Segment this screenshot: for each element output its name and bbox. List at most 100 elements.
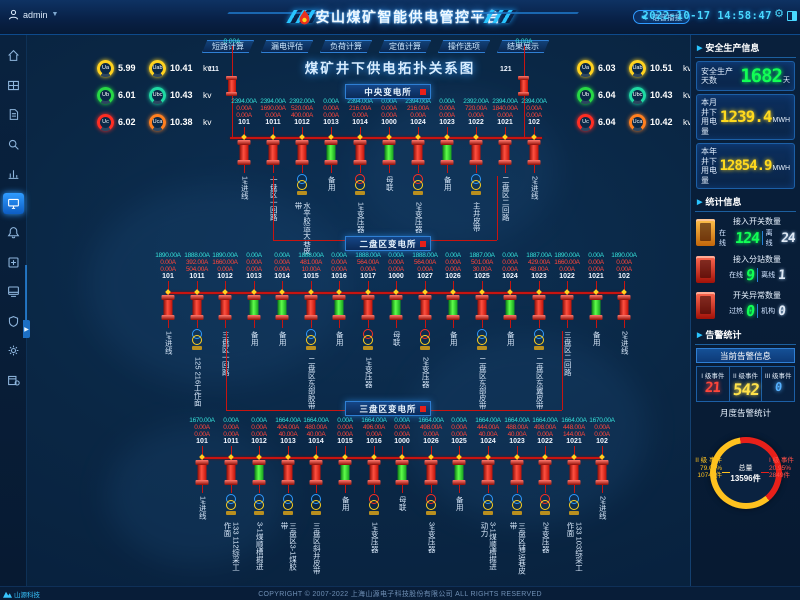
menu-load-calc[interactable]: 负荷计算 bbox=[320, 40, 372, 53]
current-alarm-bar[interactable]: 当前告警信息 bbox=[696, 348, 795, 363]
breaker-icon[interactable] bbox=[411, 140, 425, 165]
feeder-breaker-icon[interactable] bbox=[518, 76, 529, 96]
breaker-icon[interactable] bbox=[324, 140, 338, 165]
breaker-icon[interactable] bbox=[510, 460, 524, 485]
breaker-icon[interactable] bbox=[395, 460, 409, 485]
sidebar-item-bar-chart[interactable] bbox=[3, 163, 24, 184]
breaker-icon[interactable] bbox=[332, 295, 346, 320]
gear-icon[interactable]: ⚙ bbox=[774, 8, 784, 20]
abnormal-count-row: 开关异常数量 过热 0 机构 0 bbox=[696, 290, 795, 320]
voice-broadcast-button[interactable]: 语音播报 bbox=[633, 10, 690, 24]
current-value: 1660.00A bbox=[554, 259, 580, 266]
substation-title-box[interactable]: 三盘区变电所 bbox=[345, 401, 431, 416]
breaker-icon[interactable] bbox=[338, 460, 352, 485]
substation-title-box[interactable]: 中央变电所 bbox=[345, 84, 431, 99]
breaker-icon[interactable] bbox=[224, 460, 238, 485]
substation-name: 三盘区变电所 bbox=[359, 403, 417, 414]
breaker-icon[interactable] bbox=[440, 140, 454, 165]
substation-title-box[interactable]: 二盘区变电所 bbox=[345, 236, 431, 251]
breaker-icon[interactable] bbox=[538, 460, 552, 485]
user-menu[interactable]: admin ▼ bbox=[8, 9, 58, 20]
current-value: 0.00A bbox=[394, 417, 410, 424]
current-value: 0.00A bbox=[160, 259, 176, 266]
sidebar-item-device-schedule[interactable] bbox=[3, 370, 24, 391]
breaker-icon[interactable] bbox=[237, 140, 251, 165]
bus-tap-marker bbox=[256, 454, 262, 460]
breaker-icon[interactable] bbox=[382, 140, 396, 165]
breaker-icon[interactable] bbox=[567, 460, 581, 485]
sidebar-item-home[interactable] bbox=[3, 45, 24, 66]
sidebar-item-add-panel[interactable] bbox=[3, 252, 24, 273]
sidebar-item-report-doc[interactable] bbox=[3, 104, 24, 125]
breaker-icon[interactable] bbox=[195, 460, 209, 485]
bus-tap-marker bbox=[422, 289, 428, 295]
current-value: 504.00A bbox=[185, 266, 209, 273]
breaker-icon[interactable] bbox=[617, 295, 631, 320]
breaker-icon[interactable] bbox=[304, 295, 318, 320]
breaker-icon[interactable] bbox=[469, 140, 483, 165]
menu-setting-calc[interactable]: 定值计算 bbox=[379, 40, 431, 53]
sidebar-scrollbar[interactable] bbox=[25, 265, 27, 335]
breaker-icon[interactable] bbox=[389, 295, 403, 320]
breaker-part bbox=[503, 295, 517, 300]
breaker-icon[interactable] bbox=[475, 295, 489, 320]
breaker-icon[interactable] bbox=[595, 460, 609, 485]
breaker-part bbox=[512, 465, 522, 480]
breaker-icon[interactable] bbox=[275, 295, 289, 320]
breaker-icon[interactable] bbox=[295, 140, 309, 165]
breaker-icon[interactable] bbox=[361, 295, 375, 320]
breaker-part bbox=[418, 315, 432, 320]
breaker-icon[interactable] bbox=[247, 295, 261, 320]
breaker-icon[interactable] bbox=[424, 460, 438, 485]
gauge-ring-uca: Uca bbox=[149, 113, 166, 131]
menu-operation-options[interactable]: 操作选项 bbox=[438, 40, 490, 53]
metric-value: 1 bbox=[777, 267, 786, 283]
menu-leakage-eval[interactable]: 漏电评估 bbox=[261, 40, 313, 53]
breaker-icon[interactable] bbox=[452, 460, 466, 485]
breaker-icon[interactable] bbox=[353, 140, 367, 165]
breaker-icon[interactable] bbox=[309, 460, 323, 485]
breaker-code: 101 bbox=[162, 273, 174, 280]
switch-count-row: 接入开关数量 在线 124 离线 24 bbox=[696, 216, 796, 248]
sidebar-item-alarm-bell[interactable] bbox=[3, 222, 24, 243]
sidebar-item-search[interactable] bbox=[3, 134, 24, 155]
breaker-icon[interactable] bbox=[481, 460, 495, 485]
breaker-icon[interactable] bbox=[446, 295, 460, 320]
sidebar-item-substation-grid[interactable] bbox=[3, 75, 24, 96]
breaker-part bbox=[161, 315, 175, 320]
breaker-code: 1021 bbox=[588, 273, 604, 280]
transformer-icon bbox=[355, 174, 365, 195]
bus-tap-marker bbox=[270, 134, 276, 140]
breaker-icon[interactable] bbox=[503, 295, 517, 320]
breaker-icon[interactable] bbox=[266, 140, 280, 165]
breaker-icon[interactable] bbox=[367, 460, 381, 485]
breaker-label: 主井皮带 bbox=[472, 202, 482, 232]
breaker-icon[interactable] bbox=[527, 140, 541, 165]
current-value: 1664.00A bbox=[475, 417, 501, 424]
breaker-icon[interactable] bbox=[498, 140, 512, 165]
breaker-icon[interactable] bbox=[252, 460, 266, 485]
breaker-icon[interactable] bbox=[218, 295, 232, 320]
breaker-icon[interactable] bbox=[190, 295, 204, 320]
breaker-icon[interactable] bbox=[589, 295, 603, 320]
breaker-icon[interactable] bbox=[532, 295, 546, 320]
transformer-winding bbox=[297, 180, 307, 190]
breaker-icon[interactable] bbox=[560, 295, 574, 320]
breaker-part bbox=[446, 295, 460, 300]
sidebar-item-monitoring-screen[interactable] bbox=[2, 192, 24, 214]
current-value: 0.00A bbox=[366, 431, 382, 438]
breaker-icon[interactable] bbox=[281, 460, 295, 485]
current-value: 48.00A bbox=[529, 266, 549, 273]
connector-line bbox=[339, 320, 340, 328]
breaker-label: 1#进线 bbox=[164, 331, 174, 355]
breaker-icon[interactable] bbox=[418, 295, 432, 320]
feeder-current: 0.00A bbox=[515, 38, 533, 45]
breaker-icon[interactable] bbox=[161, 295, 175, 320]
sidebar-item-shield-security[interactable] bbox=[3, 311, 24, 332]
sidebar-item-settings-gear[interactable] bbox=[3, 340, 24, 361]
panel-expander-arrow[interactable]: ▶ bbox=[23, 320, 30, 338]
layout-toggle-icon[interactable] bbox=[787, 11, 797, 21]
sidebar-item-display[interactable] bbox=[3, 281, 24, 302]
breaker-part bbox=[353, 160, 367, 165]
feeder-breaker-icon[interactable] bbox=[226, 76, 237, 96]
